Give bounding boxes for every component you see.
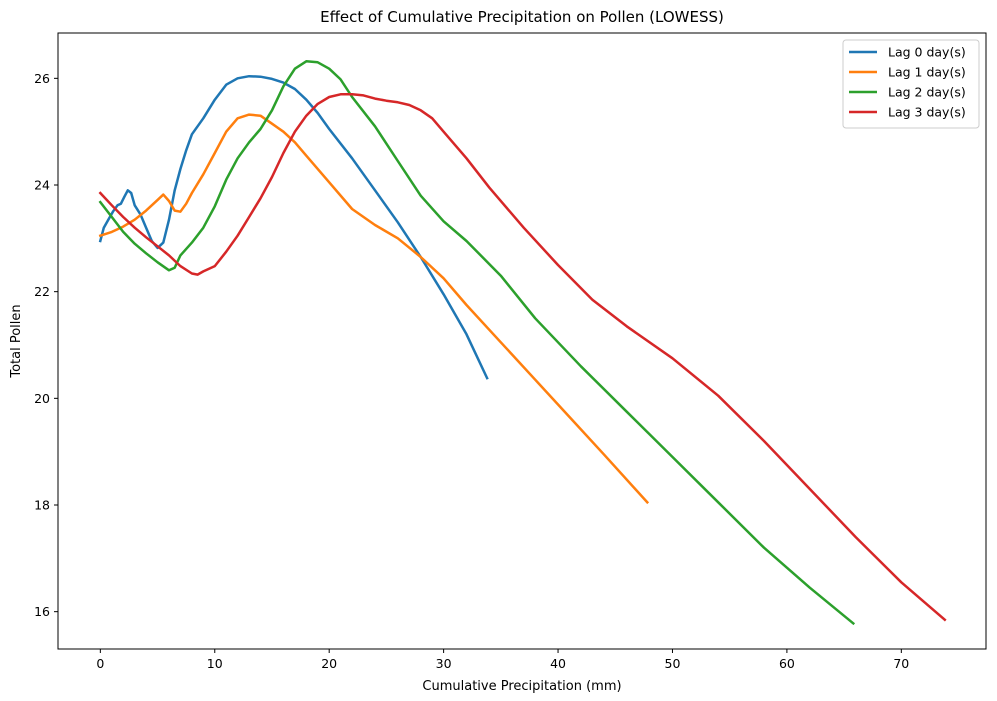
y-tick-label: 24 xyxy=(34,178,50,193)
x-tick-label: 0 xyxy=(96,656,104,671)
y-tick-label: 26 xyxy=(34,71,50,86)
series-layer xyxy=(98,60,947,626)
legend-label: Lag 1 day(s) xyxy=(888,65,966,80)
x-axis: 0 10 20 30 40 50 60 70 xyxy=(96,649,909,671)
series-line-lag-0 xyxy=(98,74,489,380)
x-tick-label: 10 xyxy=(207,656,223,671)
x-tick-label: 50 xyxy=(665,656,681,671)
x-tick-label: 20 xyxy=(321,656,337,671)
x-tick-label: 40 xyxy=(550,656,566,671)
series-line-lag-2 xyxy=(98,60,856,626)
legend-box xyxy=(842,39,980,129)
plot-frame xyxy=(57,32,987,650)
legend: Lag 0 day(s) Lag 1 day(s) Lag 2 day(s) Lag … xyxy=(842,39,980,129)
x-axis-title: Cumulative Precipitation (mm) xyxy=(422,679,621,694)
y-axis-title: Total Pollen xyxy=(9,304,24,378)
plot-area xyxy=(57,32,987,650)
y-tick-label: 20 xyxy=(34,391,50,406)
series-line-lag-1 xyxy=(98,113,650,505)
x-tick-label: 30 xyxy=(436,656,452,671)
legend-label: Lag 0 day(s) xyxy=(888,45,966,60)
y-tick-label: 22 xyxy=(34,284,50,299)
x-tick-label: 70 xyxy=(893,656,909,671)
y-tick-label: 18 xyxy=(34,498,50,513)
y-axis: 16 18 20 22 24 26 xyxy=(34,71,58,619)
series-line-lag-3 xyxy=(98,93,947,622)
y-tick-label: 16 xyxy=(34,604,50,619)
chart-title: Effect of Cumulative Precipitation on Po… xyxy=(320,8,724,26)
legend-label: Lag 2 day(s) xyxy=(888,85,966,100)
x-tick-label: 60 xyxy=(779,656,795,671)
legend-label: Lag 3 day(s) xyxy=(888,105,966,120)
